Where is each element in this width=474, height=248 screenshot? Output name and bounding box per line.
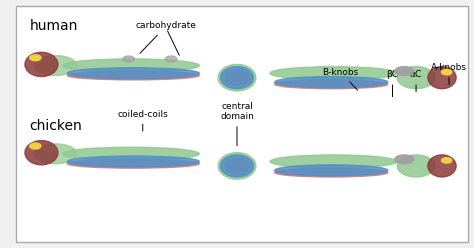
Ellipse shape: [123, 56, 135, 62]
Ellipse shape: [397, 67, 435, 89]
Ellipse shape: [225, 70, 249, 85]
Text: coiled-coils: coiled-coils: [118, 110, 168, 131]
Ellipse shape: [428, 155, 456, 177]
Circle shape: [30, 143, 41, 149]
Ellipse shape: [67, 159, 199, 168]
Ellipse shape: [67, 68, 199, 79]
Ellipse shape: [428, 67, 456, 89]
Ellipse shape: [275, 165, 388, 176]
Ellipse shape: [165, 56, 177, 62]
Ellipse shape: [275, 77, 388, 88]
Text: central
domain: central domain: [220, 102, 254, 146]
Ellipse shape: [397, 155, 435, 177]
Ellipse shape: [275, 80, 388, 89]
Ellipse shape: [63, 59, 199, 72]
Ellipse shape: [395, 67, 414, 75]
Text: βC: βC: [386, 70, 399, 97]
Ellipse shape: [225, 158, 249, 174]
Ellipse shape: [25, 52, 58, 77]
Ellipse shape: [275, 168, 388, 177]
Ellipse shape: [67, 71, 199, 80]
Ellipse shape: [218, 153, 256, 179]
Ellipse shape: [35, 144, 77, 164]
Circle shape: [441, 69, 452, 75]
Ellipse shape: [270, 67, 397, 80]
Ellipse shape: [67, 156, 199, 167]
Ellipse shape: [220, 67, 254, 89]
Ellipse shape: [220, 155, 254, 177]
Text: αC: αC: [410, 70, 422, 92]
Text: chicken: chicken: [30, 119, 82, 133]
Ellipse shape: [270, 155, 397, 168]
Text: human: human: [30, 19, 78, 32]
Ellipse shape: [218, 64, 256, 91]
FancyBboxPatch shape: [16, 6, 468, 242]
Circle shape: [441, 158, 452, 163]
Circle shape: [30, 55, 41, 61]
Text: A-knobs: A-knobs: [431, 63, 467, 84]
Text: carbohydrate: carbohydrate: [136, 21, 197, 53]
Text: B-knobs: B-knobs: [322, 68, 359, 90]
Ellipse shape: [395, 155, 414, 164]
Ellipse shape: [35, 56, 77, 75]
Ellipse shape: [25, 141, 58, 165]
Ellipse shape: [63, 147, 199, 160]
